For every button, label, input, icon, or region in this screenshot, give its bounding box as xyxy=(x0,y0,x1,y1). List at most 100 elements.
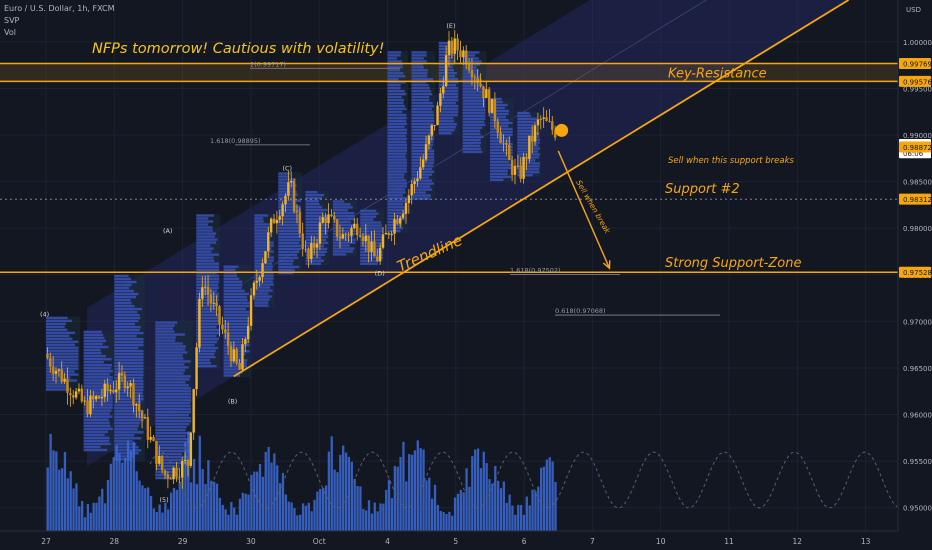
profile-row xyxy=(411,89,432,93)
profile-row xyxy=(305,208,328,212)
profile-row xyxy=(278,199,301,202)
profile-row xyxy=(489,160,510,164)
profile-row xyxy=(114,283,132,287)
profile-row xyxy=(114,313,140,317)
profile-row xyxy=(387,167,407,170)
profile-row xyxy=(462,108,486,111)
volume-bar xyxy=(548,457,551,531)
volume-bar xyxy=(479,468,483,531)
profile-row xyxy=(196,280,219,283)
profile-row xyxy=(489,163,513,167)
profile-row xyxy=(360,259,381,262)
candle-body xyxy=(356,223,359,236)
time-tick-label: 29 xyxy=(178,537,188,546)
volume-bar xyxy=(410,454,414,531)
sell-note: Sell when this support breaks xyxy=(668,156,795,166)
profile-row xyxy=(155,384,189,387)
profile-row xyxy=(387,92,407,96)
profile-row xyxy=(332,253,347,256)
profile-row xyxy=(387,51,402,54)
profile-row xyxy=(411,143,433,147)
profile-row xyxy=(360,221,382,224)
price-axis[interactable]: USD 1.00000 0.99500 0.99000 0.98500 0.98000 0.… xyxy=(897,0,932,550)
profile-row xyxy=(489,112,509,116)
profile-row xyxy=(155,366,189,369)
symbol-title[interactable]: Euro / U.S. Dollar, 1h, FXCM xyxy=(4,4,115,13)
profile-row xyxy=(411,131,435,135)
fib-label: 2(0.99717) xyxy=(250,60,286,68)
price-tick-label: 0.96000 xyxy=(903,412,932,420)
profile-row xyxy=(196,229,213,232)
profile-row xyxy=(155,420,191,423)
profile-row xyxy=(411,134,435,138)
volume-bar xyxy=(155,511,158,531)
volume-bar xyxy=(482,451,485,531)
price-badge-label: 0.99769 xyxy=(903,60,932,68)
profile-row xyxy=(360,227,383,230)
volume-bar xyxy=(393,465,397,531)
candle-body xyxy=(74,391,78,398)
profile-row xyxy=(438,105,459,108)
candle-body xyxy=(473,77,477,79)
support-break-marker xyxy=(555,123,569,137)
profile-row xyxy=(223,286,242,290)
candle-body xyxy=(416,178,419,182)
time-tick-label: 12 xyxy=(793,537,803,546)
profile-row xyxy=(114,401,142,404)
volume-bar xyxy=(233,507,236,531)
profile-row xyxy=(155,357,184,360)
volume-bar xyxy=(278,483,282,531)
profile-row xyxy=(360,215,377,218)
time-axis[interactable]: 27 28 29 30 Oct 4 5 6 7 10 11 12 13 xyxy=(0,530,932,550)
profile-row xyxy=(278,187,293,190)
profile-row xyxy=(155,330,175,333)
volume-bar xyxy=(390,498,394,531)
candle-body xyxy=(364,235,368,242)
volume-bar xyxy=(201,469,204,531)
profile-row xyxy=(114,410,144,413)
candle-body xyxy=(89,395,92,415)
candle-body xyxy=(419,167,422,179)
profile-row xyxy=(411,128,434,132)
time-tick-label: 11 xyxy=(724,537,734,546)
profile-row xyxy=(223,368,242,371)
profile-row xyxy=(411,113,435,117)
profile-row xyxy=(411,152,435,155)
profile-row xyxy=(196,220,214,223)
candle-body xyxy=(467,64,471,71)
profile-row xyxy=(196,256,214,259)
volume-indicator-label[interactable]: Vol xyxy=(4,28,16,37)
profile-row xyxy=(254,295,273,298)
profile-row xyxy=(155,390,191,393)
volume-bar xyxy=(537,486,540,531)
profile-row xyxy=(387,215,404,218)
profile-row xyxy=(114,343,144,347)
profile-row xyxy=(411,179,433,182)
volume-bar xyxy=(92,502,95,531)
profile-row xyxy=(387,78,399,81)
volume-bar xyxy=(408,454,411,531)
volume-bar xyxy=(132,441,135,531)
profile-row xyxy=(332,238,356,241)
candle-body xyxy=(301,233,304,249)
profile-row xyxy=(462,111,486,114)
profile-row xyxy=(196,250,212,253)
profile-row xyxy=(387,83,401,87)
volume-bar xyxy=(129,450,133,531)
profile-row xyxy=(155,437,190,441)
profile-row xyxy=(155,348,186,351)
profile-row xyxy=(387,113,407,117)
svp-indicator-label[interactable]: SVP xyxy=(4,16,20,25)
profile-row xyxy=(114,304,135,308)
candle-body xyxy=(83,400,86,402)
profile-row xyxy=(438,111,459,114)
candle-body xyxy=(462,50,465,58)
profile-row xyxy=(83,345,109,349)
chart-legend: Euro / U.S. Dollar, 1h, FXCM SVP Vol xyxy=(4,3,115,39)
profile-row xyxy=(462,114,486,117)
volume-bar xyxy=(78,506,81,531)
profile-row xyxy=(196,352,215,356)
profile-row xyxy=(83,376,113,379)
profile-row xyxy=(46,328,68,332)
